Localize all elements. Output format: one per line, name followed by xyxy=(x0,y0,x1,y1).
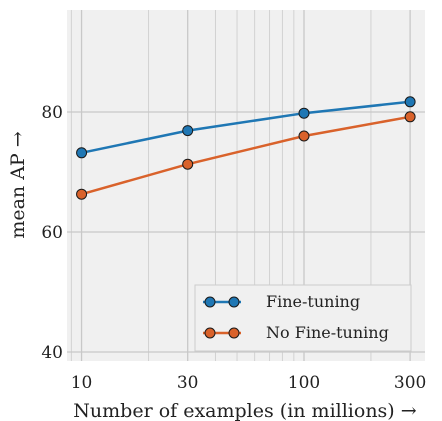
data-point-no-fine-tuning xyxy=(404,111,416,123)
x-axis-label: Number of examples (in millions) → xyxy=(73,400,416,421)
legend-marker-no-fine-tuning xyxy=(204,327,216,339)
legend-marker-no-fine-tuning-end xyxy=(228,327,240,339)
series-line-no-fine-tuning xyxy=(81,115,411,196)
legend-label-fine-tuning: Fine-tuning xyxy=(266,292,360,311)
legend: Fine-tuning No Fine-tuning xyxy=(194,284,412,352)
x-tick-label: 10 xyxy=(71,373,93,393)
y-tick-label: 80 xyxy=(41,103,63,123)
data-point-fine-tuning xyxy=(182,125,194,137)
legend-marker-fine-tuning xyxy=(204,296,216,308)
y-tick-label: 40 xyxy=(41,343,63,363)
series-line-fine-tuning xyxy=(81,100,411,155)
legend-marker-fine-tuning-end xyxy=(228,296,240,308)
x-tick-label: 30 xyxy=(177,373,199,393)
data-point-fine-tuning xyxy=(404,96,416,108)
data-point-no-fine-tuning xyxy=(182,158,194,170)
series-group xyxy=(76,96,416,200)
x-tick-label: 300 xyxy=(394,373,426,393)
x-tick-labels: 10 30 100 300 xyxy=(71,373,427,393)
y-tick-labels: 40 60 80 xyxy=(41,103,63,363)
legend-box xyxy=(194,284,412,352)
data-point-fine-tuning xyxy=(298,107,310,119)
legend-label-no-fine-tuning: No Fine-tuning xyxy=(266,323,389,342)
data-point-no-fine-tuning xyxy=(298,130,310,142)
y-axis-label: mean AP → xyxy=(7,131,29,238)
data-point-fine-tuning xyxy=(76,147,88,159)
x-tick-label: 100 xyxy=(288,373,320,393)
y-tick-label: 60 xyxy=(41,223,63,243)
data-point-no-fine-tuning xyxy=(76,188,88,200)
